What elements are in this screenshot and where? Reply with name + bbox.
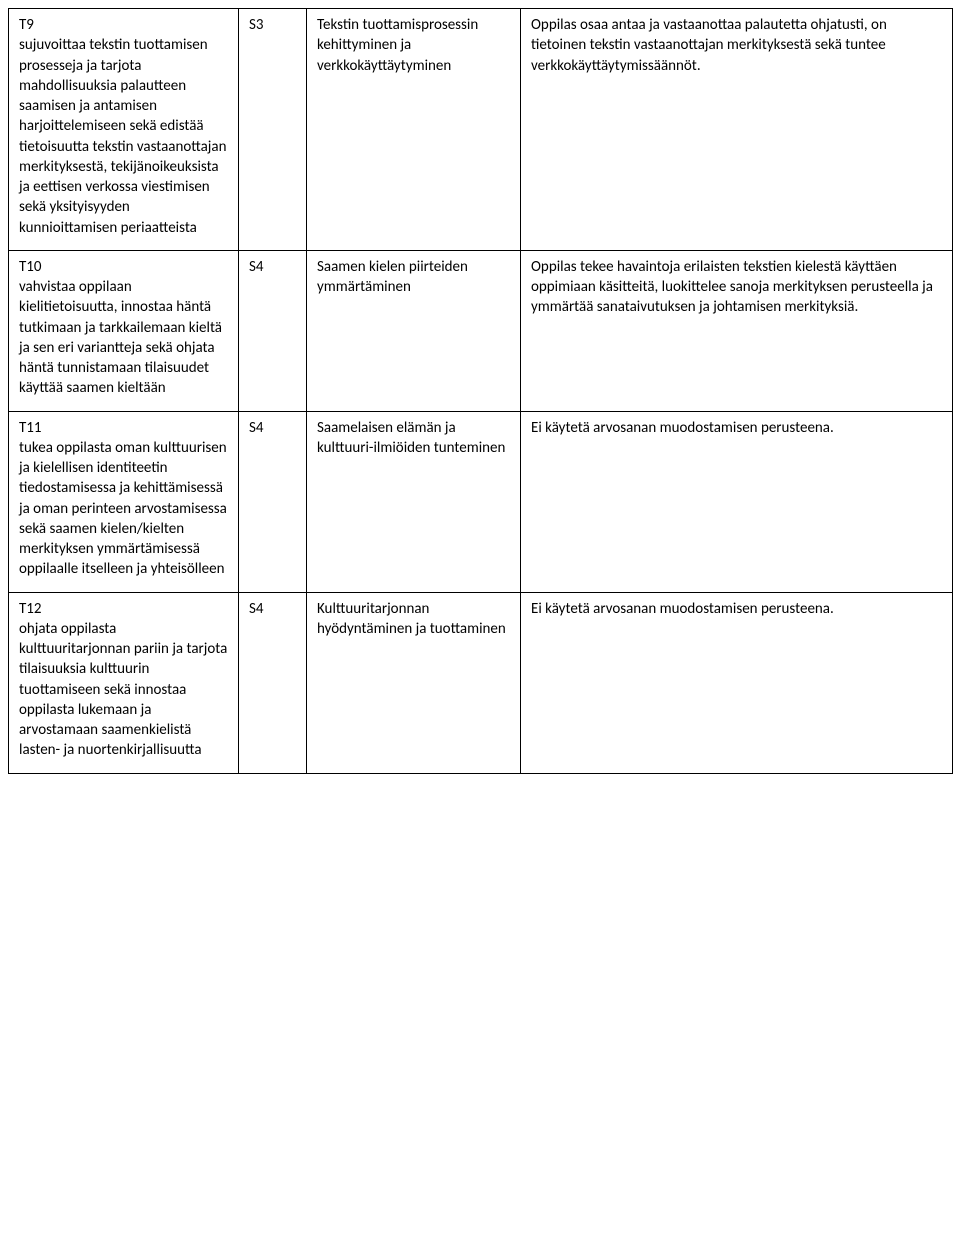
table-row: T11tukea oppilasta oman kulttuurisen ja … (9, 411, 953, 592)
curriculum-table: T9sujuvoittaa tekstin tuottamisen proses… (8, 8, 953, 774)
objective-cell: T12ohjata oppilasta kulttuuritarjonnan p… (9, 592, 239, 773)
content-area-cell: S4 (239, 250, 307, 411)
objective-text: sujuvoittaa tekstin tuottamisen prosesse… (19, 35, 228, 238)
assessment-target-cell: Kulttuuritarjonnan hyödyntäminen ja tuot… (307, 592, 521, 773)
table-row: T12ohjata oppilasta kulttuuritarjonnan p… (9, 592, 953, 773)
objective-text: ohjata oppilasta kulttuuritarjonnan pari… (19, 619, 228, 761)
curriculum-tbody: T9sujuvoittaa tekstin tuottamisen proses… (9, 9, 953, 774)
table-row: T9sujuvoittaa tekstin tuottamisen proses… (9, 9, 953, 251)
table-row: T10vahvistaa oppilaan kielitietoisuutta,… (9, 250, 953, 411)
criteria-cell: Ei käytetä arvosanan muodostamisen perus… (521, 411, 953, 592)
criteria-cell: Ei käytetä arvosanan muodostamisen perus… (521, 592, 953, 773)
objective-text: vahvistaa oppilaan kielitietoisuutta, in… (19, 277, 228, 399)
objective-text: tukea oppilasta oman kulttuurisen ja kie… (19, 438, 228, 580)
objective-code: T9 (19, 16, 34, 34)
objective-code: T12 (19, 600, 42, 618)
objective-cell: T11tukea oppilasta oman kulttuurisen ja … (9, 411, 239, 592)
criteria-cell: Oppilas tekee havaintoja erilaisten teks… (521, 250, 953, 411)
objective-cell: T9sujuvoittaa tekstin tuottamisen proses… (9, 9, 239, 251)
content-area-cell: S4 (239, 411, 307, 592)
assessment-target-cell: Saamelaisen elämän ja kulttuuri-ilmiöide… (307, 411, 521, 592)
content-area-cell: S4 (239, 592, 307, 773)
assessment-target-cell: Tekstin tuottamisprosessin kehittyminen … (307, 9, 521, 251)
objective-code: T11 (19, 419, 42, 437)
objective-code: T10 (19, 258, 42, 276)
criteria-cell: Oppilas osaa antaa ja vastaanottaa palau… (521, 9, 953, 251)
assessment-target-cell: Saamen kielen piirteiden ymmärtäminen (307, 250, 521, 411)
objective-cell: T10vahvistaa oppilaan kielitietoisuutta,… (9, 250, 239, 411)
content-area-cell: S3 (239, 9, 307, 251)
